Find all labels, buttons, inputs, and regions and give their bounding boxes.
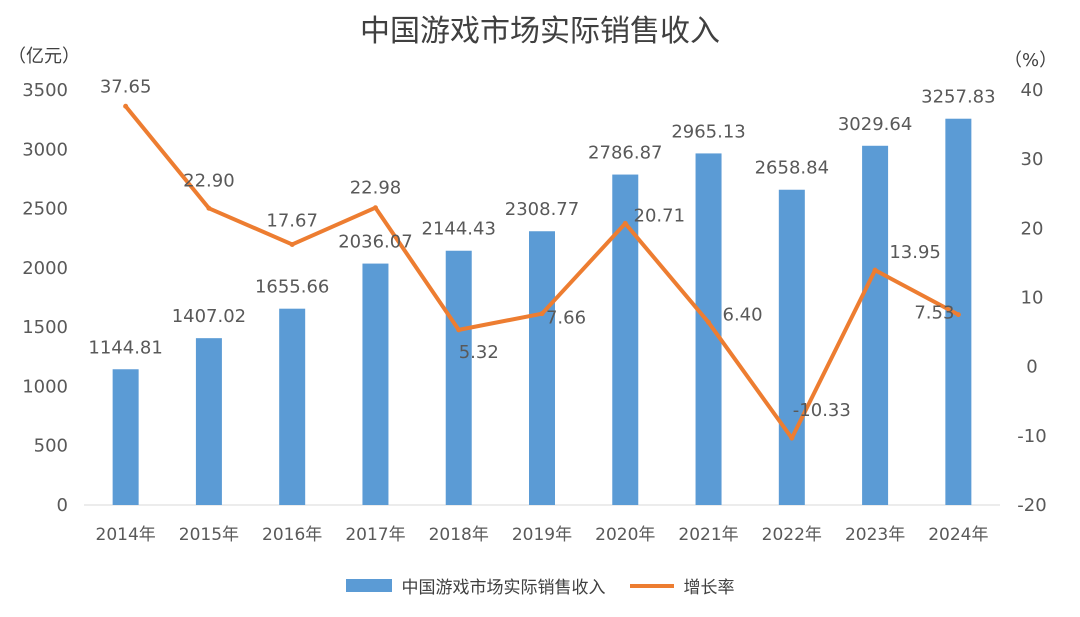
bar-value-label: 2308.77 (505, 199, 579, 220)
bar (778, 189, 805, 505)
y-left-tick-label: 2000 (22, 258, 68, 279)
legend-item-growth: 增长率 (629, 573, 735, 598)
y-right-tick-label: 0 (1026, 357, 1037, 378)
growth-value-label: -10.33 (793, 400, 851, 421)
bar (695, 153, 722, 506)
y-left-tick-label: 3500 (22, 80, 68, 101)
legend-label-growth: 增长率 (683, 578, 735, 598)
legend-item-revenue: 中国游戏市场实际销售收入 (345, 573, 606, 598)
y-right-tick-label: 20 (1021, 218, 1044, 239)
y-right-tick-label: -20 (1017, 495, 1046, 516)
growth-value-label: 22.90 (183, 170, 235, 191)
x-tick-label: 2018年 (429, 525, 489, 545)
bar (612, 174, 639, 506)
growth-point (206, 205, 212, 211)
growth-point (622, 220, 628, 226)
left-axis-unit: （亿元） (8, 46, 80, 67)
growth-value-label: 20.71 (634, 205, 686, 226)
bar (445, 250, 472, 505)
y-right-tick-label: 10 (1021, 288, 1044, 309)
growth-value-label: 22.98 (350, 178, 402, 199)
bar (279, 308, 306, 505)
growth-point (789, 435, 795, 441)
bar-value-label: 2965.13 (671, 121, 745, 142)
x-tick-label: 2019年 (512, 525, 572, 545)
growth-point (539, 311, 545, 317)
chart-title: 中国游戏市场实际销售收入 (360, 14, 720, 49)
x-tick-label: 2021年 (678, 525, 738, 545)
bar-value-label: 3029.64 (838, 114, 912, 135)
bar-value-label: 2144.43 (422, 219, 496, 240)
bar-value-label: 2786.87 (588, 143, 662, 164)
growth-point (706, 319, 712, 325)
y-right-tick-label: -10 (1017, 426, 1046, 447)
bar (195, 338, 222, 505)
growth-value-label: 37.65 (100, 76, 152, 97)
x-tick-label: 2020年 (595, 525, 655, 545)
bar (112, 369, 139, 505)
bar-value-label: 2658.84 (755, 158, 829, 179)
bar (862, 145, 889, 506)
growth-point (872, 267, 878, 273)
x-tick-label: 2015年 (179, 525, 239, 545)
y-left-tick-label: 1500 (22, 317, 68, 338)
y-left-tick-label: 3000 (22, 139, 68, 160)
y-left-tick-label: 2500 (22, 199, 68, 220)
bar-value-label: 1144.81 (88, 337, 162, 358)
bar (362, 263, 389, 505)
growth-point (289, 241, 295, 247)
x-tick-label: 2022年 (762, 525, 822, 545)
bar-value-label: 2036.07 (338, 232, 412, 253)
bar-value-label: 1655.66 (255, 277, 329, 298)
x-tick-label: 2024年 (928, 525, 988, 545)
growth-point (955, 312, 961, 318)
growth-value-label: 13.95 (889, 242, 941, 263)
growth-value-label: 17.67 (266, 210, 318, 231)
growth-value-label: 6.40 (723, 304, 763, 325)
x-tick-label: 2017年 (345, 525, 405, 545)
growth-point (372, 205, 378, 211)
y-left-tick-label: 500 (34, 436, 68, 457)
y-left-tick-label: 1000 (22, 376, 68, 397)
right-axis-unit: （%） (1004, 50, 1058, 71)
legend: 中国游戏市场实际销售收入 增长率 (0, 573, 1080, 598)
legend-swatch-line (629, 583, 674, 588)
bar (529, 231, 555, 505)
x-tick-label: 2023年 (845, 525, 905, 545)
legend-label-revenue: 中国游戏市场实际销售收入 (401, 578, 606, 598)
y-right-tick-label: 30 (1021, 149, 1044, 170)
bar-value-label: 1407.02 (172, 306, 246, 327)
x-tick-label: 2016年 (262, 525, 322, 545)
y-right-tick-label: 40 (1021, 80, 1044, 101)
bar-value-label: 3257.83 (921, 87, 995, 108)
growth-value-label: 5.32 (459, 342, 499, 363)
growth-point (456, 327, 462, 333)
growth-point (123, 103, 129, 109)
x-tick-label: 2014年 (96, 525, 156, 545)
legend-swatch-bar (345, 579, 392, 592)
y-left-tick-label: 0 (57, 495, 68, 516)
growth-value-label: 7.53 (914, 303, 954, 324)
growth-value-label: 7.66 (546, 308, 586, 329)
